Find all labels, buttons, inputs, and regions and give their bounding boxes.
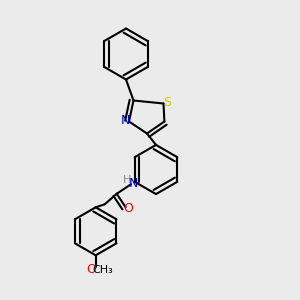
Text: H: H — [123, 175, 131, 185]
Text: N: N — [121, 114, 130, 127]
Text: O: O — [86, 263, 96, 276]
Text: CH₃: CH₃ — [92, 265, 113, 275]
Text: S: S — [163, 95, 171, 109]
Text: N: N — [128, 177, 138, 190]
Text: O: O — [123, 202, 133, 215]
